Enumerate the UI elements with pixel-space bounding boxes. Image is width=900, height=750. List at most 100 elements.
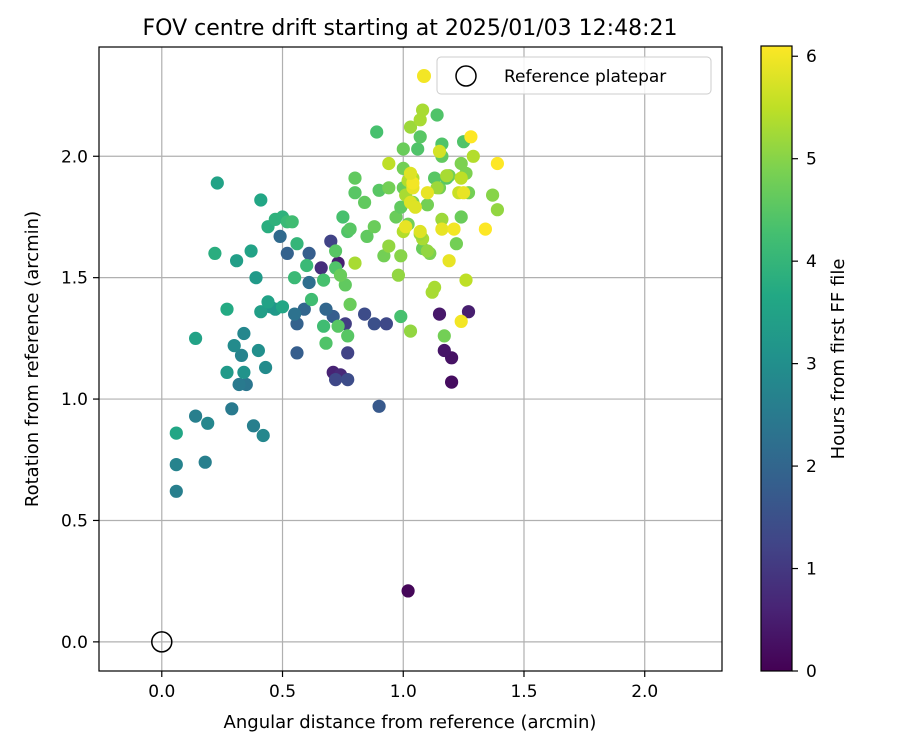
data-point [261,295,275,309]
data-point [234,348,249,362]
data-point [432,144,447,158]
data-point [358,195,372,209]
data-point [230,254,244,268]
y-tick-label: 0.0 [61,633,88,653]
data-point [254,305,268,319]
data-point [420,186,434,200]
data-point [466,149,480,163]
data-point [358,307,372,321]
data-point [319,336,333,350]
data-point [343,222,357,236]
x-tick-label: 0.5 [269,682,296,702]
data-point [319,302,333,316]
data-point [416,103,430,117]
reference-platepar-marker [151,631,173,653]
y-axis-ticks: 0.0 0.5 1.0 1.5 2.0 [61,147,99,653]
data-point [288,307,302,321]
data-point [246,419,261,433]
data-point [333,268,348,282]
data-point [343,297,357,311]
data-point [290,237,304,251]
data-point [169,426,183,440]
data-point [348,186,362,200]
plot-frame [98,46,723,672]
data-point [254,193,268,207]
data-point [232,377,246,392]
chart-title: FOV centre drift starting at 2025/01/03 … [143,16,678,41]
y-tick-label: 0.5 [61,511,88,531]
x-tick-label: 0.0 [148,682,175,702]
x-tick-label: 2.0 [631,682,658,702]
data-point [208,246,222,260]
y-tick-label: 2.0 [61,147,88,167]
data-point [442,254,456,268]
data-point [329,244,343,258]
y-tick-label: 1.0 [61,390,88,410]
colorbar-tick-label: 1 [806,560,817,580]
data-point [464,130,478,144]
data-point [457,186,471,200]
data-point [411,142,425,156]
data-point [324,234,338,248]
data-point [210,176,224,190]
data-point [348,171,362,185]
data-point [382,156,396,171]
colorbar-tick-label: 0 [806,662,817,682]
y-axis-label: Rotation from reference (arcmin) [22,211,43,507]
data-point [445,375,459,389]
data-point [440,169,454,183]
data-point [430,108,444,122]
data-point [367,317,381,331]
data-points [169,103,504,598]
data-point [420,198,434,212]
data-point [273,229,287,243]
data-point [370,125,384,139]
x-tick-label: 1.5 [510,682,537,702]
colorbar-tick-label: 2 [806,457,817,477]
data-point [302,275,316,290]
x-axis-ticks: 0.0 0.5 1.0 1.5 2.0 [148,671,658,702]
data-point [256,428,270,443]
data-point [317,319,331,333]
data-point [314,261,328,275]
data-point [244,244,258,258]
data-point [331,319,345,333]
data-point [459,273,473,287]
colorbar-ticks: 0 1 2 3 4 5 6 [792,47,817,682]
data-point [486,188,500,202]
legend-label-reference: Reference platepar [504,67,666,87]
data-point [396,142,410,156]
data-point [304,292,319,307]
data-point [478,222,492,236]
data-point [317,273,331,287]
data-point [259,360,273,375]
data-point [237,326,251,341]
data-point [348,256,362,270]
colorbar-tick-label: 4 [806,252,817,272]
x-tick-label: 1.0 [390,682,417,702]
data-point [225,402,239,416]
data-point [341,346,355,360]
data-point [201,416,215,430]
data-point [372,399,386,413]
data-point [251,343,265,358]
data-point [382,239,396,253]
legend-color-dot [417,69,431,83]
data-point [408,200,422,214]
data-point [367,220,381,234]
data-point [336,210,350,224]
data-point [403,324,418,338]
colorbar-label: Hours from first FF file [828,259,849,460]
data-point [285,215,299,229]
data-point [403,166,418,180]
data-point [432,307,447,321]
data-point [490,203,504,217]
reference-marker-group [151,631,173,653]
colorbar-gradient [760,45,793,672]
data-point [447,222,461,236]
data-point [403,120,418,134]
data-point [435,212,449,226]
data-point [290,346,304,360]
data-point [300,258,314,273]
